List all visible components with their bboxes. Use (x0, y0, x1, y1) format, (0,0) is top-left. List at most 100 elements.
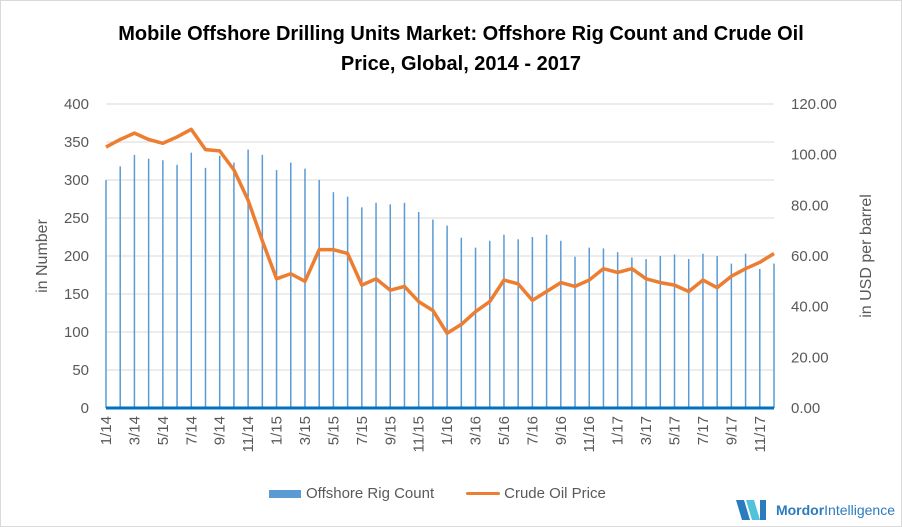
x-tick-label: 11/17 (752, 416, 769, 452)
bar (162, 160, 164, 408)
x-tick-label: 3/16 (468, 416, 485, 445)
y-tick-label: 0 (81, 400, 89, 417)
bar (545, 234, 548, 408)
y-tick-label: 250 (64, 210, 89, 227)
bar (275, 170, 278, 408)
bar (247, 149, 249, 408)
bar (389, 204, 392, 408)
x-tick-label: 9/15 (382, 416, 399, 445)
x-tick-label: 1/14 (98, 416, 115, 445)
bar (574, 256, 576, 408)
logo-mark-icon (735, 500, 766, 520)
bar (702, 253, 704, 408)
bar (616, 252, 619, 408)
y-tick-label: 150 (64, 286, 89, 303)
bar (602, 248, 605, 408)
x-tick-label: 1/17 (610, 416, 627, 445)
bar (119, 166, 121, 408)
bar (332, 192, 335, 408)
bar (417, 211, 420, 408)
x-tick-label: 11/14 (240, 416, 257, 452)
bar (673, 254, 676, 408)
bar (588, 247, 590, 408)
y2-tick-label: 60.00 (791, 248, 829, 265)
logo-text-1: Mordor (775, 502, 825, 518)
bar (233, 162, 235, 408)
y-tick-label: 50 (72, 362, 89, 379)
bar (304, 168, 306, 408)
x-tick-label: 7/15 (354, 416, 371, 445)
x-tick-label: 7/16 (524, 416, 541, 445)
bar (105, 180, 107, 408)
gridlines (106, 103, 774, 409)
y2-tick-label: 80.00 (791, 197, 829, 214)
mordor-intelligence-logo: Mordor Intelligence (735, 498, 895, 522)
bar (403, 202, 406, 408)
bar (744, 253, 747, 408)
line-series (105, 127, 775, 336)
x-tick-label: 5/17 (667, 416, 684, 445)
bar (290, 162, 292, 408)
bar (474, 247, 477, 408)
bar (318, 180, 320, 408)
bar (687, 259, 690, 408)
bar (375, 202, 377, 408)
bar (346, 196, 349, 408)
bar (759, 268, 761, 408)
bar (773, 263, 775, 408)
bar (147, 158, 150, 408)
x-tick-label: 3/17 (638, 416, 655, 445)
legend-swatch-rig-count (269, 489, 301, 498)
bar (560, 240, 562, 408)
y-tick-label: 350 (64, 134, 89, 151)
y-axis-label: in Number (34, 218, 51, 292)
y2-tick-label: 100.00 (791, 147, 837, 164)
bar (730, 263, 733, 408)
legend-label-rig-count: Offshore Rig Count (306, 485, 435, 502)
y2-tick-label: 120.00 (791, 96, 837, 113)
legend-label-oil-price: Crude Oil Price (504, 485, 606, 502)
bar (446, 225, 448, 408)
bar (488, 240, 491, 408)
bar (631, 257, 633, 408)
bar (645, 259, 647, 408)
bar (133, 154, 136, 408)
x-tick-label: 9/16 (553, 416, 570, 445)
y-tick-label: 400 (64, 96, 89, 113)
bar (218, 155, 221, 408)
y2-tick-label: 40.00 (791, 299, 829, 316)
bar (204, 167, 207, 408)
x-tick-label: 1/16 (439, 416, 456, 445)
legend: Offshore Rig Count Crude Oil Price (269, 485, 606, 502)
tick-labels: 0 50 100 150 200 250 300 350 400 0.00 20.00 40.00 60… (64, 96, 837, 452)
x-tick-label: 11/15 (411, 416, 428, 452)
y-tick-label: 200 (64, 248, 89, 265)
bar (531, 237, 534, 408)
bar-series (105, 149, 775, 410)
bar (659, 256, 662, 408)
x-tick-label: 9/17 (723, 416, 740, 445)
oil-price-line (105, 127, 775, 336)
bar (361, 207, 363, 408)
x-tick-label: 5/14 (155, 416, 172, 445)
y-tick-label: 300 (64, 172, 89, 189)
bar (716, 256, 718, 408)
x-tick-label: 7/14 (183, 416, 200, 445)
bar (503, 234, 505, 408)
x-tick-label: 5/16 (496, 416, 513, 445)
y-tick-label: 100 (64, 324, 89, 341)
y2-axis-label: in USD per barrel (858, 194, 875, 318)
x-tick-label: 3/14 (126, 416, 143, 445)
bar (190, 152, 193, 408)
y2-tick-label: 20.00 (791, 349, 829, 366)
y2-tick-label: 0.00 (791, 400, 820, 417)
x-tick-label: 11/16 (581, 416, 598, 452)
legend-swatch-oil-price (466, 492, 501, 495)
x-tick-label: 7/17 (695, 416, 712, 445)
x-tick-label: 1/15 (269, 416, 286, 445)
bar (517, 239, 519, 408)
x-tick-label: 5/15 (325, 416, 342, 445)
bar (176, 164, 178, 408)
